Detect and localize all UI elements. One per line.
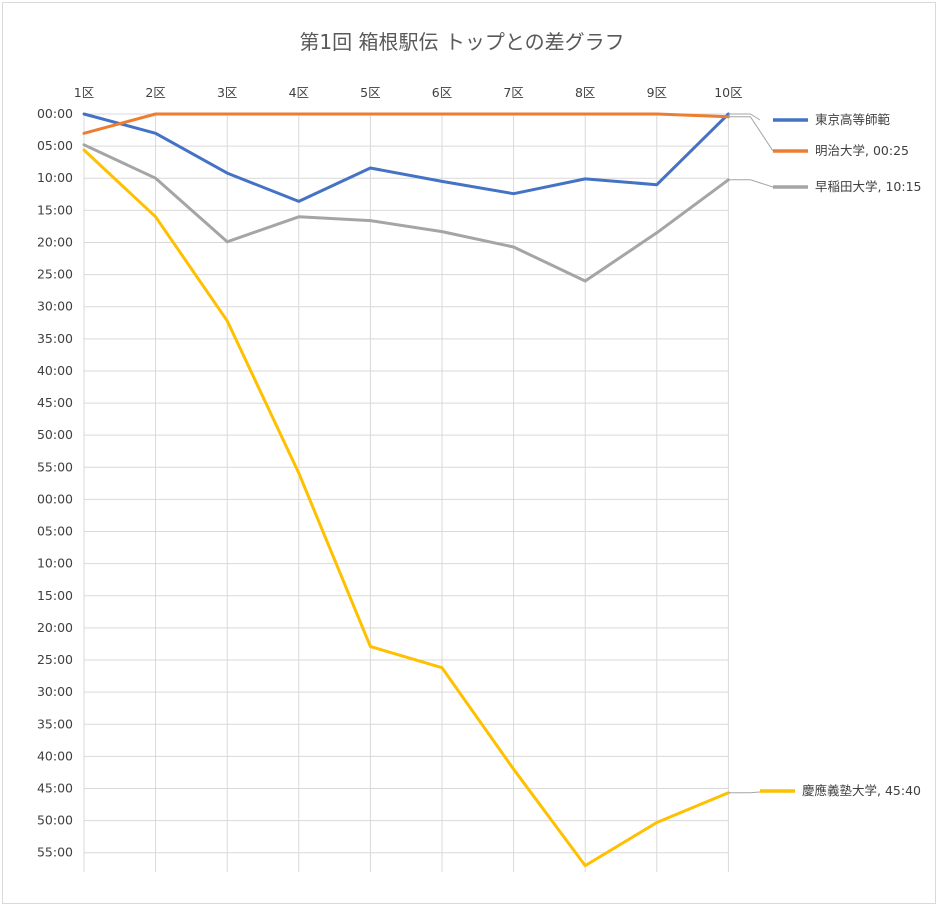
x-tick-label: 1区 xyxy=(74,85,94,100)
x-tick-label: 4区 xyxy=(289,85,309,100)
y-tick-label: 55:00 xyxy=(37,459,73,474)
y-tick-label: 20:00 xyxy=(37,234,73,249)
x-tick-label: 6区 xyxy=(432,85,452,100)
legend-leader-line xyxy=(728,179,774,188)
y-tick-label: 45:00 xyxy=(37,395,73,410)
series-line xyxy=(82,112,730,203)
y-tick-label: 30:00 xyxy=(37,299,73,314)
x-tick-label: 8区 xyxy=(575,85,595,100)
y-tick-label: 50:00 xyxy=(37,427,73,442)
x-tick-label: 3区 xyxy=(217,85,237,100)
y-tick-label: 40:00 xyxy=(37,363,73,378)
series-lines xyxy=(82,112,730,868)
y-tick-label: 05:00 xyxy=(37,138,73,153)
legend-label: 早稲田大学, 10:15 xyxy=(815,179,921,194)
y-tick-label: 55:00 xyxy=(37,845,73,860)
y-tick-label: 35:00 xyxy=(37,716,73,731)
legend-label: 慶應義塾大学, 45:40 xyxy=(802,783,921,798)
y-tick-label: 10:00 xyxy=(37,170,73,185)
x-tick-label: 10区 xyxy=(714,85,742,100)
y-tick-label: 45:00 xyxy=(37,780,73,795)
series-line xyxy=(82,148,730,868)
y-tick-label: 25:00 xyxy=(37,652,73,667)
legend-label: 東京高等師範 xyxy=(815,112,891,127)
x-tick-label: 9区 xyxy=(647,85,667,100)
grid-layer xyxy=(83,113,729,872)
x-axis-tick-labels: 1区 2区 3区 4区 5区 6区 7区 8区 9区 10区 xyxy=(74,85,743,100)
chart-title: 第1回 箱根駅伝 トップとの差グラフ xyxy=(299,30,624,54)
legend-leader-line xyxy=(728,116,774,152)
y-tick-label: 00:00 xyxy=(37,106,73,121)
legend-leader-line xyxy=(728,113,761,121)
y-tick-label: 00:00 xyxy=(37,491,73,506)
y-tick-label: 10:00 xyxy=(37,556,73,571)
line-chart: 第1回 箱根駅伝 トップとの差グラフ 1区 2区 3区 4区 5区 6区 7区 8区 9区 10区… xyxy=(37,30,921,872)
x-tick-label: 2区 xyxy=(145,85,165,100)
y-tick-label: 05:00 xyxy=(37,524,73,539)
series-line xyxy=(82,112,730,135)
y-tick-label: 25:00 xyxy=(37,267,73,282)
x-tick-label: 5区 xyxy=(360,85,380,100)
legend-label: 明治大学, 00:25 xyxy=(815,143,909,158)
y-tick-label: 15:00 xyxy=(37,588,73,603)
y-tick-label: 40:00 xyxy=(37,748,73,763)
series-line xyxy=(82,143,730,283)
y-tick-label: 30:00 xyxy=(37,684,73,699)
x-tick-label: 7区 xyxy=(503,85,523,100)
y-tick-label: 50:00 xyxy=(37,813,73,828)
y-tick-label: 20:00 xyxy=(37,620,73,635)
y-tick-label: 15:00 xyxy=(37,202,73,217)
y-tick-label: 35:00 xyxy=(37,331,73,346)
y-axis-tick-labels: 00:00 05:00 10:00 15:00 20:00 25:00 30:00 35:00… xyxy=(37,106,73,860)
